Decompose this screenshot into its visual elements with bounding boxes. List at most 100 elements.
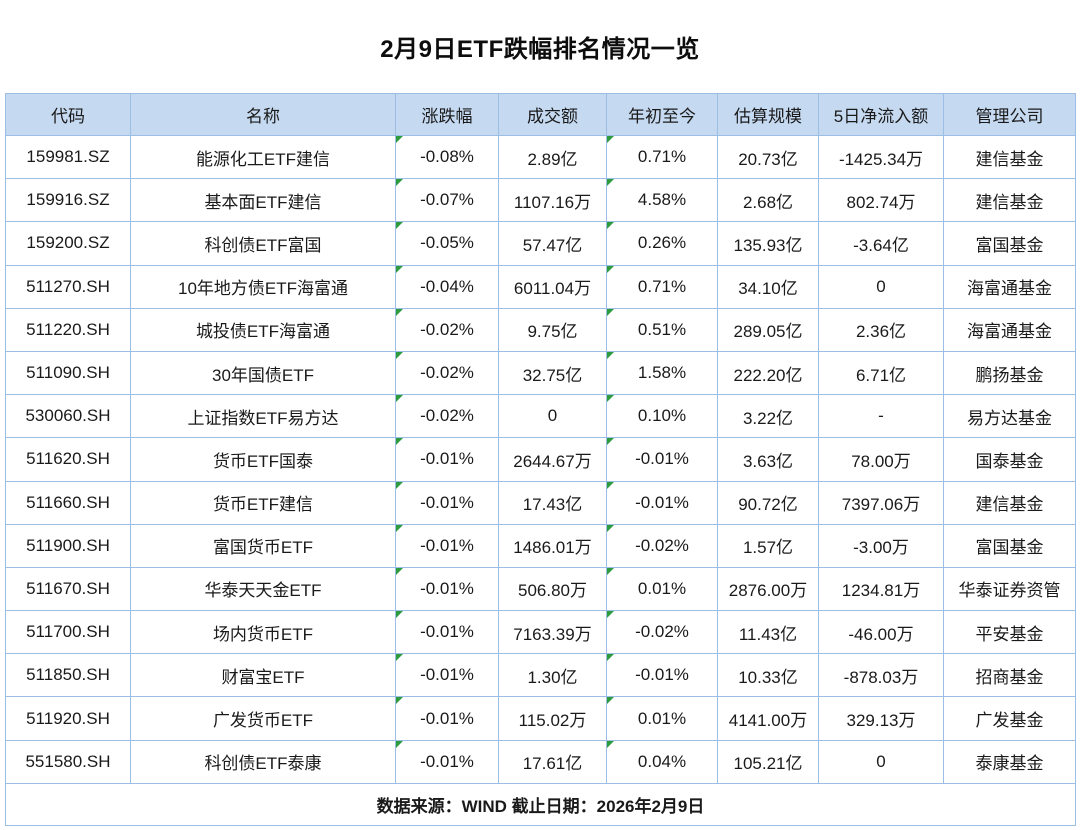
cell-name: 上证指数ETF易方达 — [130, 394, 396, 439]
cell-ytd: 0.01% — [606, 566, 718, 612]
cell-inflow: - — [818, 394, 944, 439]
cell-code: 511270.SH — [5, 264, 131, 309]
column-header: 管理公司 — [943, 93, 1076, 136]
footer-note: 数据来源：WIND 截止日期：2026年2月9日 — [5, 782, 1076, 826]
table-row: 511620.SH 货币ETF国泰 -0.01% 2644.67万 -0.01% 3.63… — [5, 437, 1076, 482]
text-format-flag-icon — [396, 309, 403, 316]
cell-name: 城投债ETF海富通 — [130, 307, 396, 352]
cell-name: 广发货币ETF — [130, 696, 396, 741]
cell-code: 511220.SH — [5, 307, 131, 352]
table-row: 511900.SH 富国货币ETF -0.01% 1486.01万 -0.02% 1.57… — [5, 523, 1076, 568]
cell-change: -0.01% — [395, 480, 499, 525]
text-format-flag-icon — [607, 395, 614, 403]
cell-company: 富国基金 — [943, 221, 1076, 266]
cell-change: -0.01% — [395, 566, 499, 612]
cell-turnover: 1107.16万 — [498, 178, 607, 223]
table-row: 159981.SZ 能源化工ETF建信 -0.08% 2.89亿 0.71% 20.73亿… — [5, 134, 1076, 180]
cell-inflow: -878.03万 — [818, 653, 944, 698]
cell-scale: 90.72亿 — [717, 480, 819, 525]
text-format-flag-icon — [607, 525, 614, 532]
cell-ytd: 4.58% — [606, 178, 718, 223]
cell-change: -0.01% — [395, 437, 499, 482]
cell-inflow: 7397.06万 — [818, 480, 944, 525]
cell-turnover: 2644.67万 — [498, 437, 607, 482]
text-format-flag-icon — [396, 482, 403, 489]
cell-scale: 20.73亿 — [717, 134, 819, 180]
table-row: 159200.SZ 科创债ETF富国 -0.05% 57.47亿 0.26% 135.93… — [5, 221, 1076, 266]
cell-company: 平安基金 — [943, 610, 1076, 655]
text-format-flag-icon — [607, 611, 614, 619]
cell-company: 国泰基金 — [943, 437, 1076, 482]
cell-code: 511920.SH — [5, 696, 131, 741]
cell-scale: 1.57亿 — [717, 523, 819, 568]
cell-change: -0.01% — [395, 610, 499, 655]
cell-turnover: 17.43亿 — [498, 480, 607, 525]
cell-change: -0.05% — [395, 221, 499, 266]
table-body: 159981.SZ 能源化工ETF建信 -0.08% 2.89亿 0.71% 20.73亿… — [5, 134, 1076, 784]
cell-turnover: 506.80万 — [498, 566, 607, 612]
cell-turnover: 17.61亿 — [498, 739, 607, 784]
text-format-flag-icon — [396, 266, 403, 273]
table-row: 511670.SH 华泰天天金ETF -0.01% 506.80万 0.01% 2876.… — [5, 566, 1076, 612]
text-format-flag-icon — [396, 568, 403, 575]
cell-company: 华泰证券资管 — [943, 566, 1076, 612]
cell-turnover: 6011.04万 — [498, 264, 607, 309]
cell-code: 511620.SH — [5, 437, 131, 482]
cell-change: -0.02% — [395, 394, 499, 439]
text-format-flag-icon — [396, 222, 403, 230]
text-format-flag-icon — [607, 266, 614, 273]
cell-company: 招商基金 — [943, 653, 1076, 698]
cell-company: 建信基金 — [943, 134, 1076, 180]
cell-change: -0.01% — [395, 653, 499, 698]
table-row: 511090.SH 30年国债ETF -0.02% 32.75亿 1.58% 222.20… — [5, 350, 1076, 396]
cell-name: 科创债ETF富国 — [130, 221, 396, 266]
table-row: 511920.SH 广发货币ETF -0.01% 115.02万 0.01% 4141.0… — [5, 696, 1076, 741]
cell-ytd: 0.71% — [606, 264, 718, 309]
column-header: 5日净流入额 — [818, 93, 944, 136]
table-footer-row: 数据来源：WIND 截止日期：2026年2月9日 — [5, 782, 1076, 826]
cell-ytd: 0.01% — [606, 696, 718, 741]
cell-turnover: 2.89亿 — [498, 134, 607, 180]
cell-ytd: -0.02% — [606, 523, 718, 568]
table-row: 511850.SH 财富宝ETF -0.01% 1.30亿 -0.01% 10.33亿 -8… — [5, 653, 1076, 698]
cell-name: 30年国债ETF — [130, 350, 396, 396]
cell-turnover: 115.02万 — [498, 696, 607, 741]
cell-code: 511850.SH — [5, 653, 131, 698]
cell-company: 建信基金 — [943, 178, 1076, 223]
cell-turnover: 32.75亿 — [498, 350, 607, 396]
cell-name: 科创债ETF泰康 — [130, 739, 396, 784]
cell-ytd: -0.01% — [606, 437, 718, 482]
text-format-flag-icon — [396, 395, 403, 403]
cell-inflow: -46.00万 — [818, 610, 944, 655]
cell-ytd: -0.01% — [606, 653, 718, 698]
text-format-flag-icon — [396, 525, 403, 532]
cell-code: 530060.SH — [5, 394, 131, 439]
cell-inflow: 1234.81万 — [818, 566, 944, 612]
text-format-flag-icon — [607, 568, 614, 575]
table-row: 511270.SH 10年地方债ETF海富通 -0.04% 6011.04万 0.71%… — [5, 264, 1076, 309]
cell-change: -0.01% — [395, 523, 499, 568]
cell-change: -0.07% — [395, 178, 499, 223]
cell-scale: 34.10亿 — [717, 264, 819, 309]
cell-turnover: 1486.01万 — [498, 523, 607, 568]
cell-company: 富国基金 — [943, 523, 1076, 568]
table-row: 551580.SH 科创债ETF泰康 -0.01% 17.61亿 0.04% 105.21… — [5, 739, 1076, 784]
cell-scale: 105.21亿 — [717, 739, 819, 784]
cell-name: 能源化工ETF建信 — [130, 134, 396, 180]
text-format-flag-icon — [607, 136, 614, 143]
text-format-flag-icon — [607, 482, 614, 489]
cell-change: -0.01% — [395, 696, 499, 741]
text-format-flag-icon — [607, 654, 614, 662]
cell-scale: 222.20亿 — [717, 350, 819, 396]
cell-change: -0.02% — [395, 307, 499, 352]
text-format-flag-icon — [396, 179, 403, 187]
cell-company: 鹏扬基金 — [943, 350, 1076, 396]
cell-scale: 2.68亿 — [717, 178, 819, 223]
page-title: 2月9日ETF跌幅排名情况一览 — [380, 36, 700, 63]
text-format-flag-icon — [607, 741, 614, 748]
cell-inflow: 6.71亿 — [818, 350, 944, 396]
cell-company: 建信基金 — [943, 480, 1076, 525]
table-header-row: 代码 名称 涨跌幅 成交额 年初至今 估算规模 5日净流入额 管理公司 — [5, 93, 1076, 136]
cell-scale: 3.63亿 — [717, 437, 819, 482]
